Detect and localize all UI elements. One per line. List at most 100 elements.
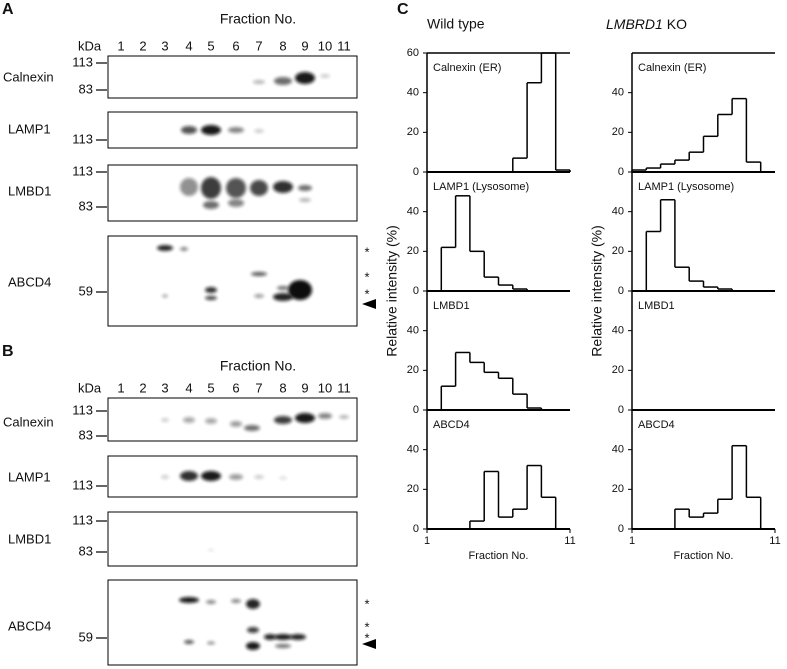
chart-title: Calnexin (ER): [433, 62, 501, 74]
panel-b: B Fraction No. kDa 1 2 3 4 5 6 7 8 9 10 …: [2, 343, 376, 666]
asterisk: *: [364, 244, 369, 259]
fraction-number: 1: [117, 380, 124, 395]
panel-a: A Fraction No. kDa 1 2 3 4 5 6 7 8 9 10 …: [2, 1, 376, 327]
bands: [179, 597, 306, 650]
blot-name: ABCD4: [8, 618, 51, 633]
bands: [161, 471, 287, 481]
fraction-number: 5: [207, 38, 214, 53]
y-tick-label: 0: [413, 523, 419, 535]
marker-label: 113: [72, 477, 93, 492]
y-tick-label: 40: [612, 444, 624, 456]
blot: [107, 235, 358, 327]
y-tick-label: 0: [618, 404, 624, 416]
blot-name: LMBD1: [8, 183, 51, 198]
marker-label: 59: [79, 629, 93, 644]
blot-name: LAMP1: [8, 469, 51, 484]
y-tick-label: 20: [612, 126, 624, 138]
blot-name: Calnexin: [3, 414, 54, 429]
chart-title: LMBD1: [638, 300, 675, 312]
blot: [107, 397, 358, 442]
fraction-number: 6: [232, 380, 239, 395]
blot: [107, 511, 358, 567]
marker-label: 83: [79, 198, 93, 213]
bands: [180, 177, 312, 209]
gene-name: LMBRD1: [606, 16, 663, 32]
marker-label: 113: [72, 131, 93, 146]
y-tick-label: 40: [407, 87, 419, 99]
marker-label: 83: [79, 543, 93, 558]
fraction-number: 6: [232, 38, 239, 53]
panel-label: C: [397, 1, 409, 18]
arrowhead: [362, 639, 376, 649]
fraction-number: 11: [337, 380, 351, 395]
chart-title: Calnexin (ER): [638, 62, 706, 74]
chart-title: LAMP1 (Lysosome): [638, 181, 734, 193]
fraction-numbers: 1 2 3 4 5 6 7 8 9 10 11: [117, 38, 350, 53]
panel-c: C Wild type LMBRD1 KO Relative intensity …: [384, 1, 687, 357]
y-tick-label: 0: [618, 285, 624, 297]
x-axis-label: Fraction No.: [469, 550, 529, 562]
y-tick-label: 60: [407, 47, 419, 59]
fraction-number: 10: [318, 380, 332, 395]
fraction-number: 10: [318, 38, 332, 53]
y-tick-label: 20: [612, 483, 624, 495]
x-tick-label: 11: [769, 535, 780, 547]
asterisk: *: [364, 269, 369, 284]
fraction-number: 7: [255, 38, 262, 53]
y-tick-label: 20: [407, 245, 419, 257]
y-tick-label: 40: [612, 325, 624, 337]
blot: [107, 164, 358, 222]
bands: [161, 413, 349, 431]
fraction-number: 4: [185, 380, 192, 395]
bands: [208, 549, 214, 551]
fraction-number: 4: [185, 38, 192, 53]
bands: [253, 72, 330, 85]
y-tick-label: 0: [618, 523, 624, 535]
x-tick-label: 11: [564, 535, 575, 547]
fraction-number: 5: [207, 380, 214, 395]
blot-name: LMBD1: [8, 531, 51, 546]
fraction-number: 1: [117, 38, 124, 53]
asterisk: *: [364, 619, 369, 634]
fraction-header: Fraction No.: [220, 11, 296, 27]
chart-title: LAMP1 (Lysosome): [433, 181, 529, 193]
y-axis-label: Relative intensity (%): [589, 225, 605, 357]
y-tick-label: 40: [612, 206, 624, 218]
fraction-numbers: 1 2 3 4 5 6 7 8 9 10 11: [117, 380, 350, 395]
asterisk: *: [364, 630, 369, 645]
asterisk: *: [364, 596, 369, 611]
marker-label: 59: [79, 283, 93, 298]
fraction-number: 11: [337, 38, 351, 53]
fraction-number: 7: [255, 380, 262, 395]
asterisk: *: [364, 286, 369, 301]
kda-label: kDa: [78, 38, 102, 53]
y-tick-label: 0: [618, 166, 624, 178]
fraction-number: 2: [139, 380, 146, 395]
panel-label: B: [2, 343, 14, 360]
column-title: LMBRD1 KO: [606, 16, 687, 32]
fraction-number: 9: [301, 380, 308, 395]
marker-label: 113: [72, 402, 93, 417]
blot-name: Calnexin: [3, 69, 54, 84]
title-suffix: KO: [667, 16, 687, 32]
marker-label: 83: [79, 81, 93, 96]
fraction-number: 9: [301, 38, 308, 53]
blot-name: LAMP1: [8, 121, 51, 136]
chart-title: LMBD1: [433, 300, 470, 312]
y-tick-label: 20: [407, 364, 419, 376]
y-tick-label: 40: [407, 325, 419, 337]
x-axis-label: Fraction No.: [674, 550, 734, 562]
fraction-number: 8: [279, 38, 286, 53]
y-tick-label: 40: [612, 87, 624, 99]
kda-label: kDa: [78, 380, 102, 395]
y-tick-label: 0: [413, 285, 419, 297]
chart-title: ABCD4: [433, 419, 470, 431]
marker-label: 113: [72, 512, 93, 527]
y-tick-label: 20: [612, 245, 624, 257]
blot: [107, 55, 358, 99]
marker-label: 83: [79, 427, 93, 442]
y-tick-label: 20: [407, 126, 419, 138]
fraction-number: 2: [139, 38, 146, 53]
y-axis-label: Relative intensity (%): [384, 225, 400, 357]
